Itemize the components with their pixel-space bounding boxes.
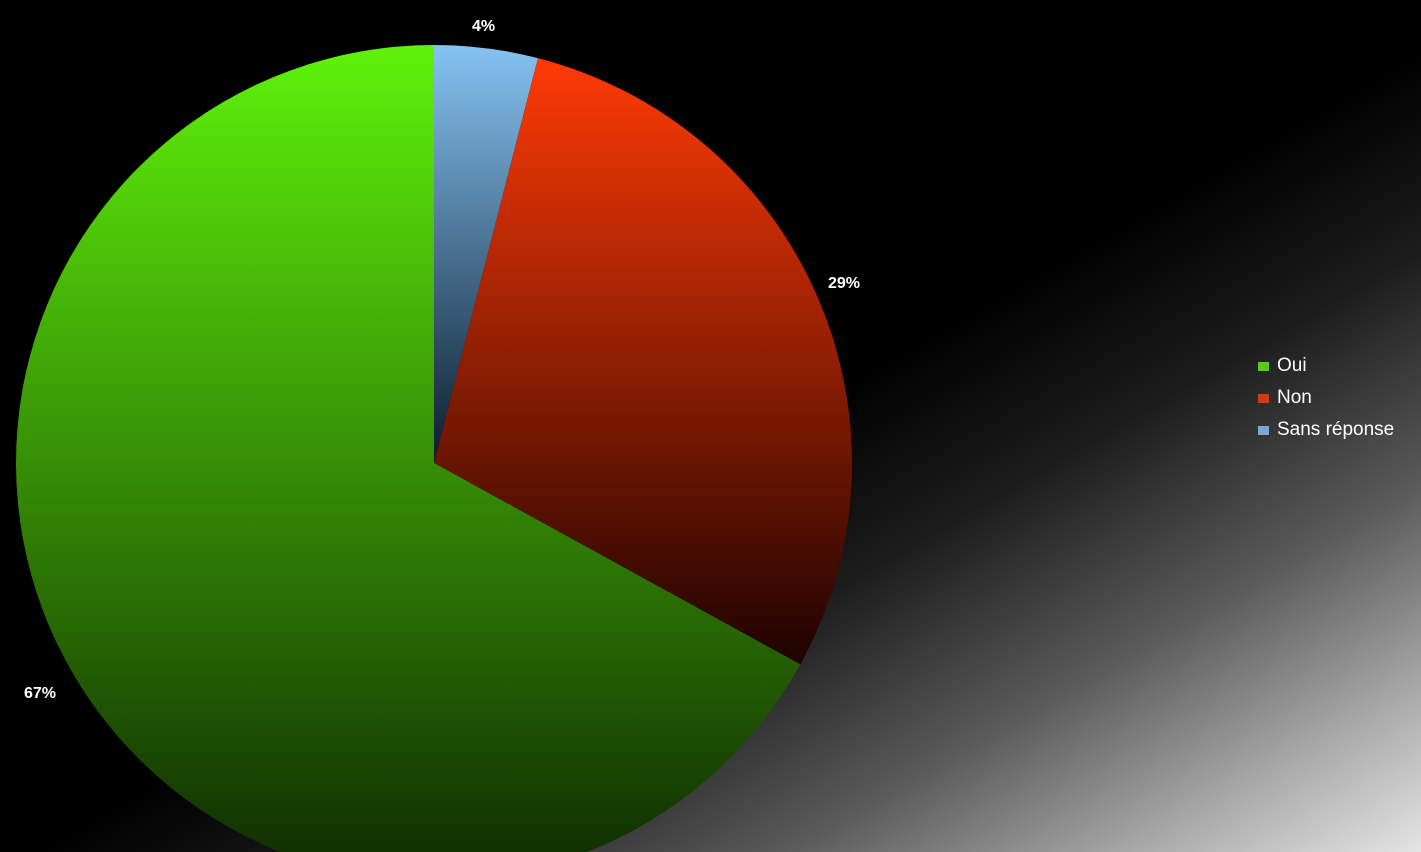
legend-swatch-sans-reponse: [1258, 425, 1269, 435]
pie-slice-sans-r-ponse: [434, 45, 538, 463]
pie-slice-oui: [16, 45, 801, 852]
pie-slice-non: [434, 58, 852, 665]
legend-item-non: Non: [1258, 382, 1394, 414]
legend-label-sans-reponse: Sans réponse: [1277, 419, 1395, 440]
slice-label-oui: 67%: [24, 685, 56, 702]
legend-label-non: Non: [1277, 387, 1312, 408]
pie-slices: [16, 45, 852, 852]
pie-labels: 67% 29% 4%: [24, 18, 860, 702]
slice-label-sans-reponse: 4%: [472, 18, 495, 35]
slice-label-non: 29%: [828, 275, 860, 292]
legend-item-sans-reponse: Sans réponse: [1258, 414, 1394, 446]
legend-item-oui: Oui: [1258, 350, 1394, 382]
legend-swatch-non: [1258, 393, 1269, 403]
legend-swatch-oui: [1258, 361, 1269, 371]
legend-label-oui: Oui: [1277, 355, 1307, 376]
legend: Oui Non Sans réponse: [1258, 350, 1394, 446]
